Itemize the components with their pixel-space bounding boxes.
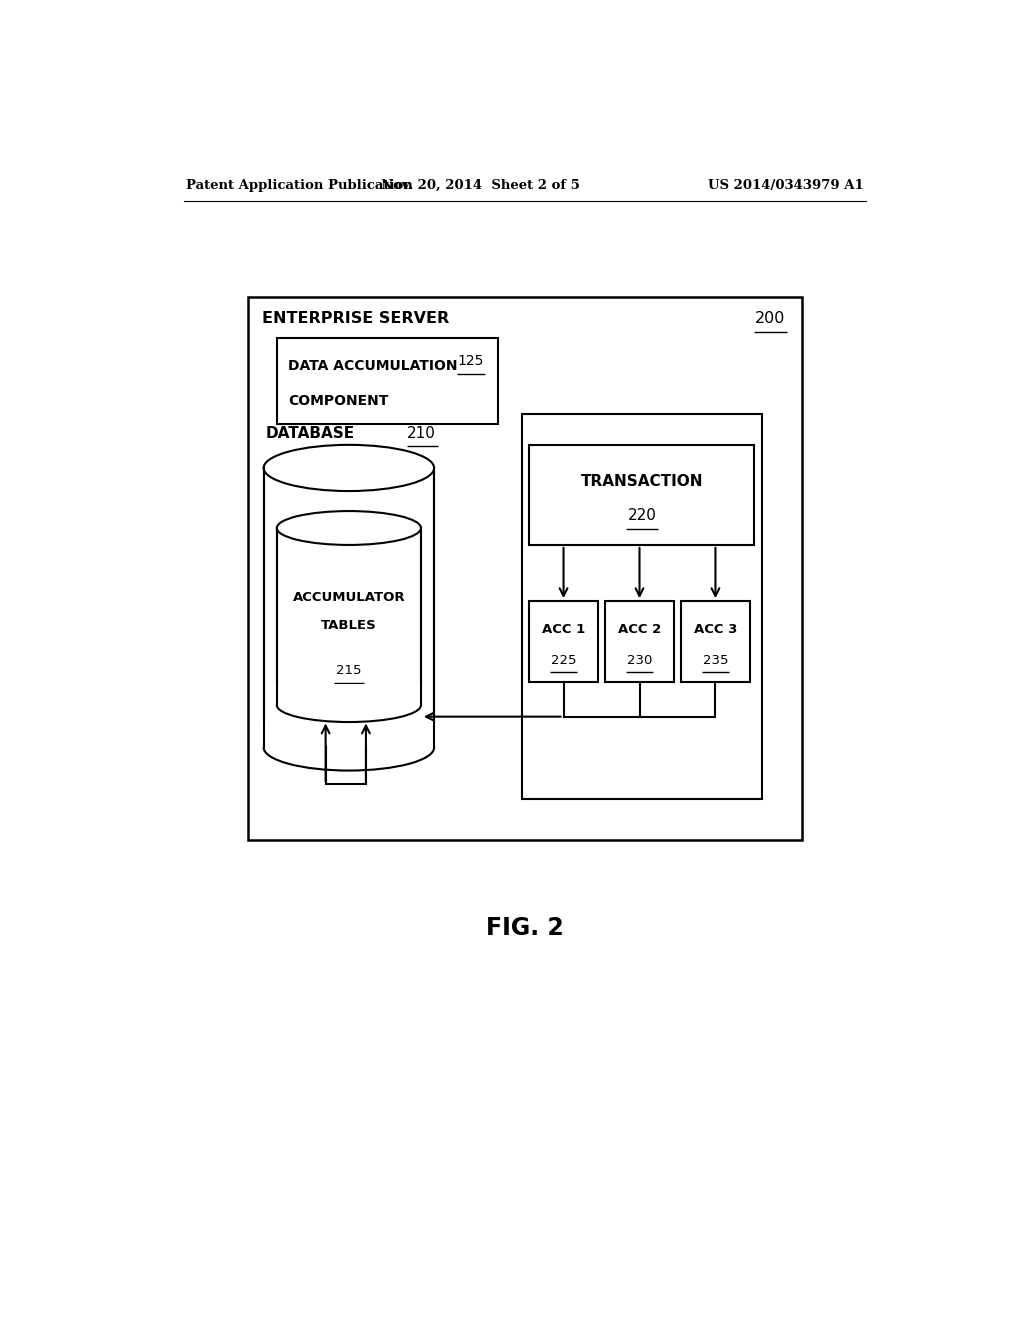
Text: 220: 220 <box>628 508 656 523</box>
Text: 225: 225 <box>551 653 577 667</box>
Text: TABLES: TABLES <box>321 619 377 632</box>
Bar <box>273 684 425 705</box>
Text: ACCUMULATOR: ACCUMULATOR <box>293 591 406 603</box>
Ellipse shape <box>263 725 434 771</box>
Text: FIG. 2: FIG. 2 <box>486 916 563 940</box>
Text: US 2014/0343979 A1: US 2014/0343979 A1 <box>709 178 864 191</box>
Ellipse shape <box>276 511 421 545</box>
Text: Patent Application Publication: Patent Application Publication <box>186 178 413 191</box>
Bar <box>521 414 762 799</box>
Text: 125: 125 <box>458 354 483 368</box>
Bar <box>248 297 802 840</box>
Bar <box>681 601 750 682</box>
Text: ENTERPRISE SERVER: ENTERPRISE SERVER <box>262 312 450 326</box>
Ellipse shape <box>263 445 434 491</box>
Text: ACC 2: ACC 2 <box>617 623 662 636</box>
Text: ACC 1: ACC 1 <box>542 623 585 636</box>
Text: COMPONENT: COMPONENT <box>289 393 389 408</box>
Text: 235: 235 <box>702 653 728 667</box>
Bar <box>276 338 498 424</box>
Bar <box>529 445 755 545</box>
Text: 215: 215 <box>336 664 361 677</box>
Ellipse shape <box>276 688 421 722</box>
Bar <box>605 601 674 682</box>
Text: 230: 230 <box>627 653 652 667</box>
Text: ACC 3: ACC 3 <box>694 623 737 636</box>
Text: Nov. 20, 2014  Sheet 2 of 5: Nov. 20, 2014 Sheet 2 of 5 <box>381 178 580 191</box>
Text: TRANSACTION: TRANSACTION <box>581 474 703 490</box>
Text: DATABASE: DATABASE <box>265 426 354 441</box>
Text: 210: 210 <box>407 426 436 441</box>
Text: 200: 200 <box>755 312 785 326</box>
Bar <box>260 721 438 747</box>
Bar <box>529 601 598 682</box>
Text: DATA ACCUMULATION: DATA ACCUMULATION <box>289 359 458 374</box>
